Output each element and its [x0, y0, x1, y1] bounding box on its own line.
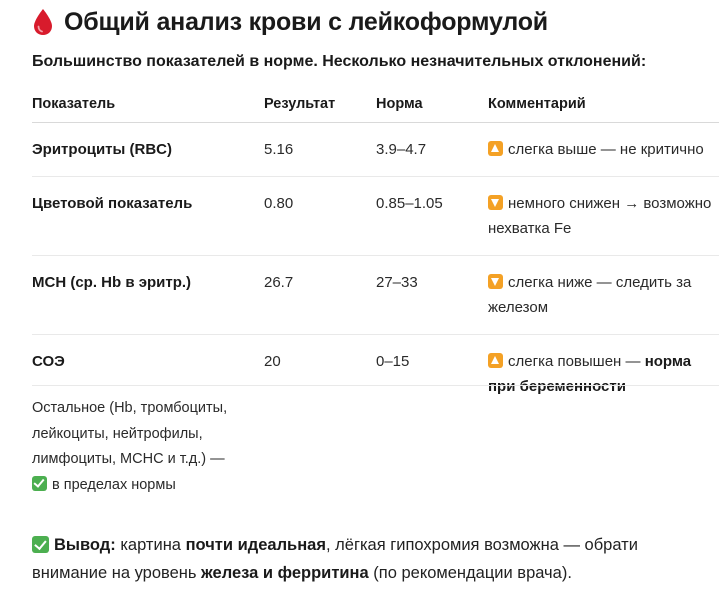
table-row: MCH (ср. Hb в эритр.) 26.7 27–33 слегка … [32, 255, 719, 335]
norm-value: 0–15 [376, 353, 410, 370]
up-arrow-icon [488, 353, 503, 368]
up-arrow-icon [488, 141, 503, 156]
comment-cell: слегка выше — не критично [488, 122, 719, 177]
check-icon [32, 536, 49, 553]
conclusion-text-3: (по рекомендации врача). [368, 564, 572, 582]
results-table: Показатель Результат Норма Комментарий Э… [32, 84, 719, 413]
column-header-indicator: Показатель [32, 84, 264, 123]
comment-text: слегка ниже — следить за железом [488, 274, 692, 316]
conclusion-text-1: картина [115, 536, 186, 554]
conclusion-bold-1: почти идеальная [185, 536, 326, 554]
column-header-result: Результат [264, 84, 376, 123]
result-value: 5.16 [264, 122, 376, 177]
down-arrow-icon [488, 274, 503, 289]
result-value: 20 [264, 353, 281, 370]
comment-cell: немного снижен → возможно нехватка Fe [488, 176, 719, 256]
conclusion-text-2: , лёгкая гипохромия возможна — обрати вн… [32, 536, 638, 582]
result-value: 26.7 [264, 255, 376, 335]
table-row: Эритроциты (RBC) 5.16 3.9–4.7 слегка выш… [32, 122, 719, 177]
norm-value: 0.85–1.05 [376, 176, 488, 256]
column-header-norm: Норма [376, 84, 488, 123]
comment-bold-text: норма при беременности [488, 353, 692, 395]
divider [32, 385, 719, 386]
indicator-name: СОЭ [32, 353, 65, 370]
other-indicators-status: в пределах нормы [52, 476, 176, 493]
column-header-comment: Комментарий [488, 84, 719, 123]
indicator-name: MCH (ср. Hb в эритр.) [32, 255, 264, 335]
other-indicators-note: Остальное (Hb, тромбоциты, лейкоциты, не… [32, 396, 262, 498]
norm-value: 3.9–4.7 [376, 122, 488, 177]
table-row: СОЭ 20 0–15 слегка повышен — норма при б… [32, 335, 719, 414]
blood-drop-icon [32, 8, 54, 36]
indicator-name: Эритроциты (RBC) [32, 122, 264, 177]
result-value: 0.80 [264, 176, 376, 256]
table-row: Цветовой показатель 0.80 0.85–1.05 немно… [32, 176, 719, 256]
norm-value: 27–33 [376, 255, 488, 335]
table-header-row: Показатель Результат Норма Комментарий [32, 84, 719, 123]
indicator-name: Цветовой показатель [32, 176, 264, 256]
check-icon [32, 475, 47, 491]
conclusion-bold-2: железа и ферритина [201, 564, 369, 582]
page-title: Общий анализ крови с лейкоформулой [32, 4, 548, 40]
comment-text: немного снижен → возможно нехватка Fe [488, 195, 712, 237]
other-indicators-text: Остальное (Hb, тромбоциты, лейкоциты, не… [32, 400, 228, 467]
page-title-text: Общий анализ крови с лейкоформулой [64, 7, 548, 36]
down-arrow-icon [488, 195, 503, 210]
comment-text: слегка повышен — [508, 353, 645, 370]
comment-cell: слегка ниже — следить за железом [488, 255, 719, 335]
conclusion: Вывод: картина почти идеальная, лёгкая г… [32, 531, 712, 587]
summary-subtitle: Большинство показателей в норме. Несколь… [32, 53, 647, 70]
comment-cell: слегка повышен — норма при беременности [488, 335, 719, 414]
comment-text: слегка выше — не критично [508, 141, 704, 158]
conclusion-label: Вывод: [54, 536, 116, 554]
